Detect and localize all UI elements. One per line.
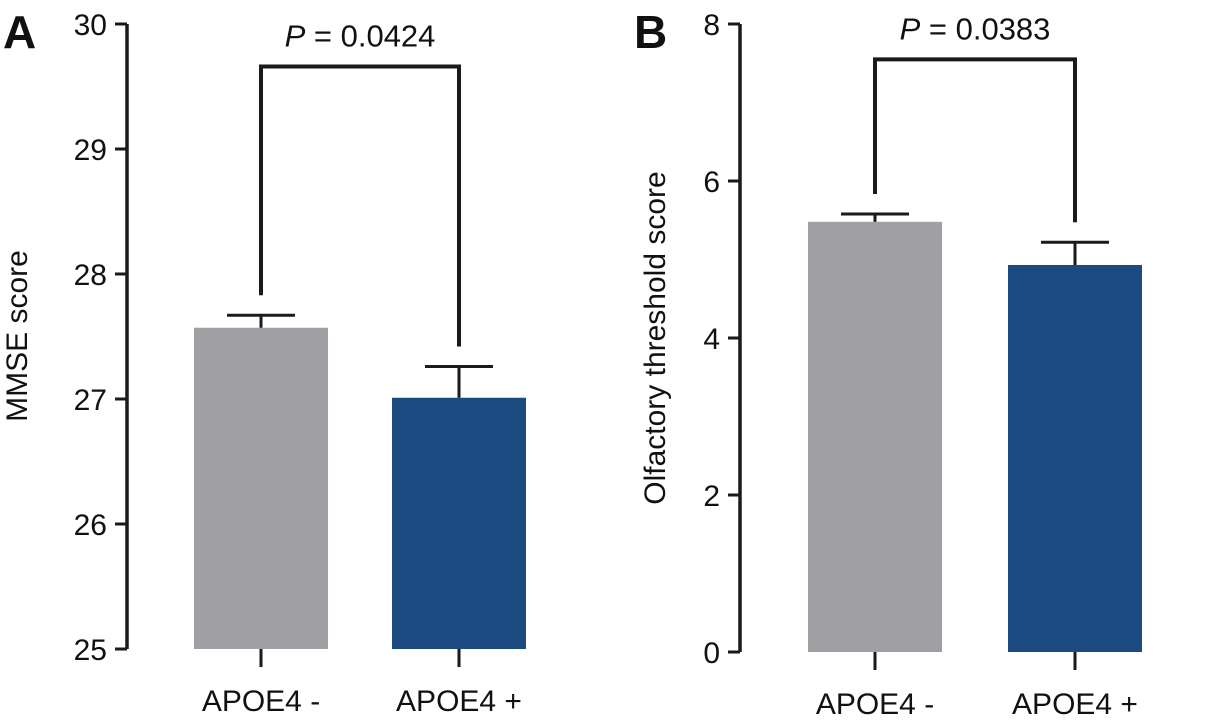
panel-a-y-tick-label: 29 — [74, 134, 107, 167]
panel-b-y-tick-label: 2 — [703, 480, 720, 513]
panel-b-x-tick-label: APOE4 + — [1012, 688, 1138, 721]
panel-b-y-tick-label: 4 — [703, 323, 720, 356]
panel-a-y-tick-label: 25 — [74, 634, 107, 667]
panel-b-x-tick-label: APOE4 - — [816, 688, 934, 721]
panel-a-bar-1 — [194, 327, 328, 649]
panel-b-y-tick-label: 8 — [703, 9, 720, 42]
panel-b-letter: B — [634, 6, 667, 58]
panel-b-p-symbol: P — [900, 11, 921, 46]
panel-b-bar-1 — [808, 221, 942, 652]
panel-a-p-value-label: P = 0.0424 — [285, 19, 436, 54]
panel-b-y-axis-title: Olfactory threshold score — [639, 171, 672, 504]
panel-a-x-tick-label: APOE4 - — [202, 685, 320, 718]
panel-b-y-tick-label: 6 — [703, 166, 720, 199]
panel-a-y-axis-title: MMSE score — [1, 250, 34, 422]
panel-a-x-tick-label: APOE4 + — [396, 685, 522, 718]
panel-b-significance-bracket — [873, 57, 1077, 223]
panel-b-p-value-label: P = 0.0383 — [900, 11, 1051, 46]
panel-b-bar-2 — [1008, 264, 1142, 652]
panel-a-bar-2 — [392, 397, 526, 649]
panel-a-y-tick-label: 26 — [74, 509, 107, 542]
panel-a-p-symbol: P — [285, 19, 306, 54]
panel-b-y-tick-label: 0 — [703, 637, 720, 670]
panel-a-significance-bracket — [259, 64, 461, 347]
panel-a-y-tick-label: 30 — [74, 9, 107, 42]
panel-a-letter: A — [3, 6, 36, 58]
panel-a-p-value: = 0.0424 — [305, 19, 435, 54]
panel-a-y-tick-label: 27 — [74, 384, 107, 417]
panel-b-p-value: = 0.0383 — [920, 11, 1050, 46]
panel-a-y-tick-label: 28 — [74, 259, 107, 292]
